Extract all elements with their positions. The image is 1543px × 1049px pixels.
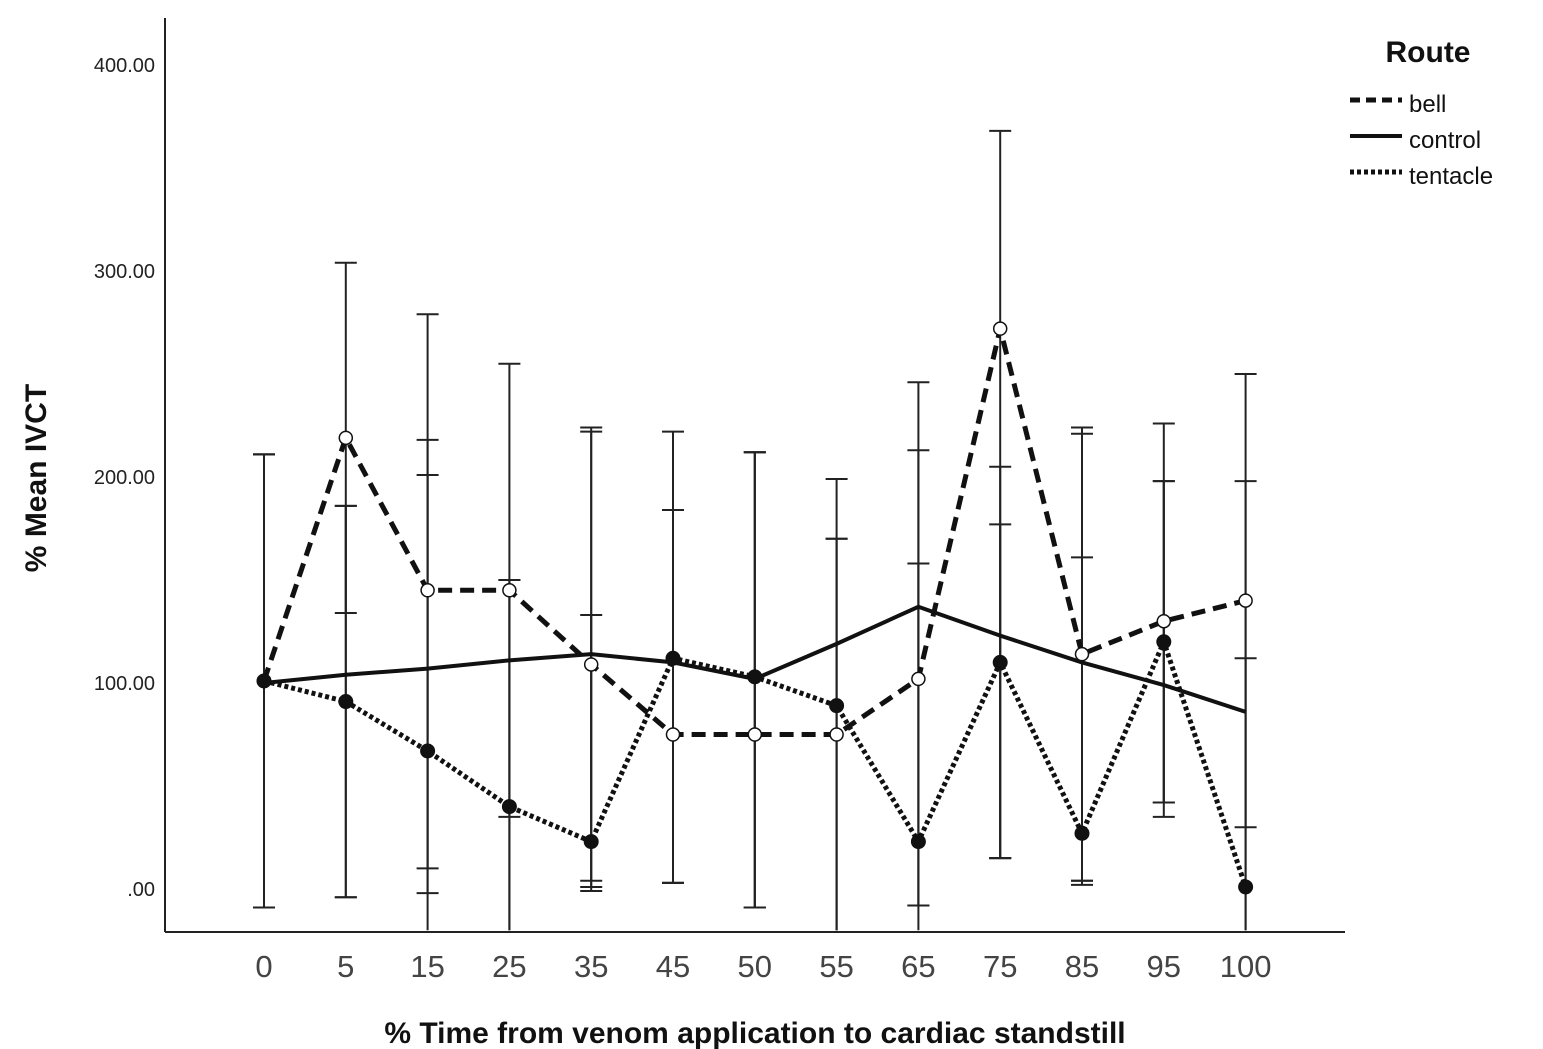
marker-bell: [829, 727, 844, 742]
y-axis-ticks: .00 100.00 200.00 300.00 400.00: [94, 55, 155, 901]
marker-tentacle: [338, 694, 354, 710]
marker-bell: [338, 430, 354, 446]
marker-tentacle: [910, 834, 926, 850]
marker-tentacle: [992, 654, 1008, 670]
x-axis-ticks: 0 5 15 25 35 45 50 55 65 75 85 95 100: [255, 949, 1271, 984]
x-axis-title: % Time from venom application to cardiac…: [384, 1017, 1125, 1049]
error-bars: [253, 129, 1257, 931]
marker-tentacle: [256, 673, 272, 689]
x-tick-label: 55: [819, 949, 853, 984]
marker-bell: [1074, 646, 1090, 662]
marker-bell: [420, 583, 435, 598]
marker-tentacle: [1074, 825, 1090, 841]
y-tick-label: 300.00: [94, 261, 155, 283]
data-markers: [256, 321, 1254, 895]
marker-bell: [502, 583, 517, 598]
marker-tentacle: [583, 834, 599, 850]
y-axis-title: % Mean IVCT: [20, 384, 53, 572]
x-tick-label: 75: [983, 949, 1017, 984]
x-tick-label: 35: [574, 949, 608, 984]
legend-items: bell control tentacle: [1350, 91, 1493, 190]
marker-tentacle: [501, 799, 517, 815]
legend: Route bell control tentacle: [1350, 36, 1493, 190]
y-tick-label: .00: [127, 879, 155, 901]
marker-tentacle: [665, 650, 681, 666]
x-tick-label: 50: [738, 949, 772, 984]
marker-tentacle: [829, 698, 845, 714]
marker-bell: [1156, 613, 1172, 629]
marker-tentacle: [1238, 879, 1254, 895]
x-tick-label: 85: [1065, 949, 1099, 984]
x-tick-label: 0: [255, 949, 272, 984]
marker-bell: [992, 321, 1008, 336]
marker-bell: [1238, 593, 1253, 608]
legend-label-control: control: [1409, 127, 1481, 154]
marker-tentacle: [420, 743, 436, 759]
x-tick-label: 45: [656, 949, 690, 984]
legend-label-bell: bell: [1409, 91, 1446, 118]
marker-bell: [665, 727, 681, 742]
x-tick-label: 25: [492, 949, 526, 984]
x-tick-label: 65: [901, 949, 935, 984]
marker-bell: [911, 671, 926, 687]
y-tick-label: 100.00: [94, 673, 155, 695]
x-tick-label: 5: [337, 949, 354, 984]
legend-label-tentacle: tentacle: [1409, 163, 1493, 190]
marker-bell: [747, 727, 763, 742]
y-tick-label: 200.00: [94, 467, 155, 489]
legend-title: Route: [1386, 36, 1471, 69]
x-tick-label: 15: [410, 949, 444, 984]
y-tick-label: 400.00: [94, 55, 155, 77]
marker-tentacle: [1156, 634, 1172, 650]
x-tick-label: 95: [1147, 949, 1181, 984]
x-tick-label: 100: [1220, 949, 1272, 984]
marker-tentacle: [747, 669, 763, 685]
marker-bell: [583, 657, 599, 672]
